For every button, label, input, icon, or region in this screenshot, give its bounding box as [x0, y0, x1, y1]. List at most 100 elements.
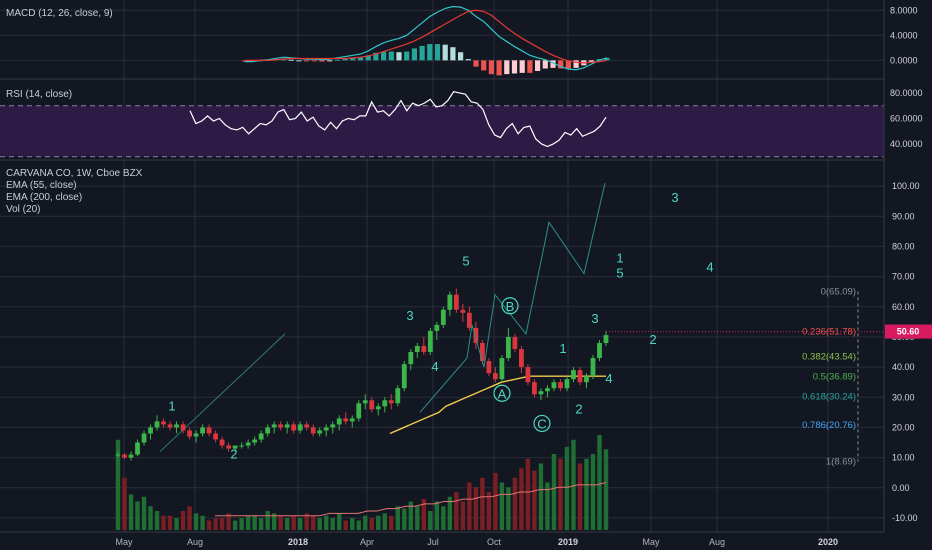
- time-axis[interactable]: May Aug 2018 Apr Jul Oct 2019 May Aug 2020: [115, 537, 838, 547]
- candle-body: [213, 433, 218, 440]
- candle-body: [382, 400, 388, 407]
- candle-body: [278, 424, 284, 428]
- price-tick-label: 40.00: [892, 362, 915, 372]
- last-price-tag: [885, 324, 932, 339]
- price-tick-label: 10.00: [892, 453, 915, 463]
- volume-bar: [415, 506, 420, 530]
- volume-bar: [564, 446, 570, 530]
- volume-bar: [454, 492, 459, 530]
- candle-body: [330, 424, 336, 428]
- volume-bar: [356, 520, 361, 530]
- macd-histogram-bar: [373, 52, 379, 61]
- rsi-pane[interactable]: RSI (14, close): [0, 89, 884, 158]
- candle-body: [590, 358, 596, 377]
- ema55-line: [389, 375, 606, 435]
- signal-line: [245, 9, 607, 64]
- symbol-label: CARVANA CO, 1W, Cboe BZX: [6, 168, 143, 179]
- candle-body: [427, 330, 433, 353]
- candle-body: [447, 294, 453, 310]
- time-axis-label: Jul: [427, 537, 439, 547]
- macd-histogram-bar: [304, 60, 310, 62]
- candle-body: [473, 327, 479, 343]
- candle-body: [336, 418, 342, 425]
- candle-body: [349, 418, 355, 422]
- wave-label: C: [537, 416, 546, 431]
- volume-bar: [460, 501, 466, 530]
- candle-body: [141, 433, 147, 443]
- volume-bar: [421, 499, 427, 530]
- candle-body: [486, 361, 492, 374]
- volume-bar: [154, 511, 160, 530]
- volume-bar: [441, 506, 446, 530]
- macd-histogram-bar: [419, 45, 425, 61]
- price-tick-label: 70.00: [892, 272, 915, 282]
- volume-bar: [525, 458, 531, 530]
- wave-label: 4: [706, 260, 713, 275]
- wave-label-circle: [533, 414, 551, 433]
- volume-bar: [376, 515, 381, 530]
- candle-body: [115, 454, 121, 456]
- wave-label: 2: [575, 401, 582, 416]
- volume-bar: [141, 496, 147, 530]
- price-axis[interactable]: 8.0000 4.0000 0.0000 80.0000 60.0000 40.0000 1…: [883, 0, 932, 550]
- volume-ma-line: [215, 482, 607, 517]
- price-tick-label: 20.00: [892, 422, 915, 432]
- macd-tick-label: 8.0000: [890, 5, 918, 15]
- macd-histogram-bar: [396, 52, 402, 61]
- macd-histogram-bar: [427, 44, 433, 61]
- wave-label-circle: [501, 297, 519, 315]
- candle-body: [167, 424, 173, 428]
- candle-body: [388, 400, 394, 404]
- rsi-tick-label: 60.0000: [890, 113, 923, 123]
- candle-body: [538, 391, 544, 395]
- candle-body: [577, 370, 583, 383]
- time-axis-label: Aug: [187, 537, 203, 547]
- macd-histogram-bar: [342, 58, 348, 61]
- candle-body: [122, 454, 127, 458]
- time-axis-label: 2018: [288, 537, 308, 547]
- volume-bar: [532, 470, 537, 530]
- candle-body: [258, 433, 264, 440]
- candle-body: [310, 427, 316, 434]
- candle-body: [193, 433, 199, 437]
- candle-body: [414, 345, 420, 353]
- macd-histogram-bar: [319, 60, 325, 62]
- price-pane[interactable]: CARVANA CO, 1W, Cboe BZX EMA (55, close)…: [6, 168, 884, 530]
- fib-level-label: 0.236(51.78): [802, 327, 856, 338]
- volume-bar: [330, 518, 335, 530]
- candle-body: [135, 442, 140, 455]
- ema55-label: EMA (55, close): [6, 180, 77, 191]
- volume-bar: [590, 454, 596, 530]
- macd-histogram-bar: [381, 51, 387, 61]
- volume-bar: [265, 511, 270, 530]
- macd-histogram-bar: [311, 60, 317, 62]
- wave-label: B: [506, 299, 515, 314]
- macd-histogram-bar: [327, 60, 333, 62]
- wave-label: 3: [591, 311, 598, 326]
- macd-histogram-bar: [588, 60, 595, 63]
- macd-histogram-bar: [242, 60, 248, 62]
- time-axis-label: Oct: [487, 537, 502, 547]
- candle-body: [440, 309, 446, 325]
- macd-histogram-bar: [434, 44, 441, 61]
- volume-bar: [337, 513, 342, 530]
- macd-histogram-bar: [519, 60, 525, 73]
- volume-bar: [428, 511, 433, 530]
- macd-pane[interactable]: MACD (12, 26, close, 9): [6, 5, 610, 76]
- fib-level-label: 0(65.09): [821, 286, 856, 297]
- volume-bar: [206, 520, 212, 530]
- candle-body: [187, 430, 192, 437]
- volume-bar: [551, 454, 557, 530]
- volume-bar: [200, 515, 205, 530]
- macd-histogram-bar: [511, 60, 518, 74]
- candle-body: [492, 373, 498, 380]
- candle-body: [545, 388, 550, 392]
- wave-label-circle: [493, 384, 511, 402]
- wave-label: 2: [230, 447, 237, 462]
- wave-label: 1: [168, 398, 175, 413]
- volume-bar: [350, 518, 355, 530]
- macd-tick-label: 4.0000: [890, 30, 918, 40]
- candle-body: [265, 427, 271, 434]
